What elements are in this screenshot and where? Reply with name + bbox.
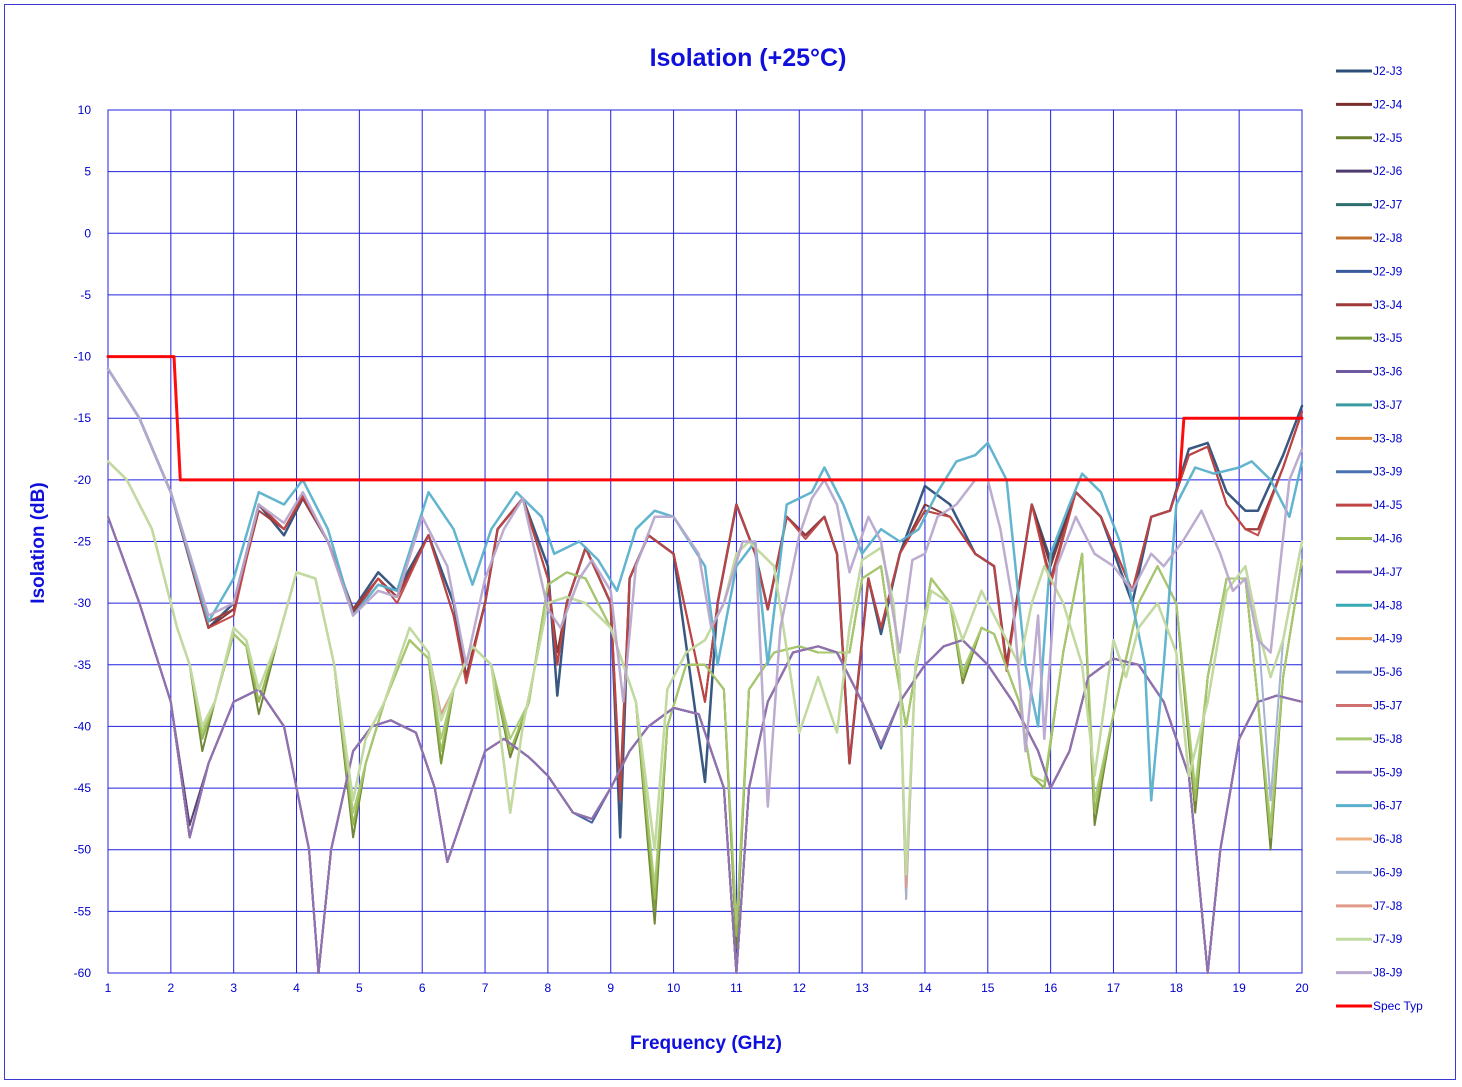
legend-label-j6-j7: J6-J7 xyxy=(1373,799,1403,813)
y-tick-label: -40 xyxy=(74,719,92,733)
x-tick-label: 15 xyxy=(981,981,995,995)
x-tick-label: 11 xyxy=(730,981,743,995)
legend-label-j2-j9: J2-J9 xyxy=(1373,264,1403,278)
y-tick-label: -50 xyxy=(74,843,92,857)
series-line-j6-j7 xyxy=(106,367,1304,802)
y-tick-label: -45 xyxy=(74,781,92,795)
y-tick-label: -55 xyxy=(74,904,92,918)
y-tick-label: -60 xyxy=(74,966,92,980)
series-line-j5-j9 xyxy=(107,515,1303,974)
x-tick-label: 4 xyxy=(293,981,300,995)
x-tick-label: 14 xyxy=(918,981,932,995)
y-tick-label: -5 xyxy=(80,288,91,302)
y-tick-label: -20 xyxy=(74,473,92,487)
x-tick-label: 9 xyxy=(607,981,614,995)
legend-label-j2-j4: J2-J4 xyxy=(1373,97,1403,111)
legend-label-j2-j7: J2-J7 xyxy=(1373,198,1403,212)
legend-label-j3-j8: J3-J8 xyxy=(1373,431,1403,445)
y-tick-label: -30 xyxy=(74,596,92,610)
legend-label-j6-j8: J6-J8 xyxy=(1373,832,1403,846)
legend-label-j4-j6: J4-J6 xyxy=(1373,532,1403,546)
series-line-j4-j5 xyxy=(107,367,1303,802)
legend-label-j7-j8: J7-J8 xyxy=(1373,899,1403,913)
legend-label-j2-j5: J2-J5 xyxy=(1373,131,1403,145)
x-tick-labels: 1 2 3 4 5 6 7 8 9 10 11 12 13 14 15 16 17 18 19 20 xyxy=(105,981,1309,995)
y-tick-label: 0 xyxy=(84,226,91,240)
legend-label-j4-j8: J4-J8 xyxy=(1373,598,1403,612)
series-line-j2-j5 xyxy=(107,460,1303,950)
legend-label-j2-j3: J2-J3 xyxy=(1373,64,1403,78)
legend-label-j2-j6: J2-J6 xyxy=(1373,164,1403,178)
x-tick-label: 2 xyxy=(167,981,174,995)
legend-label-j3-j7: J3-J7 xyxy=(1373,398,1403,412)
x-tick-label: 20 xyxy=(1295,981,1309,995)
x-tick-label: 5 xyxy=(356,981,363,995)
x-tick-label: 8 xyxy=(545,981,552,995)
legend-label-j5-j6: J5-J6 xyxy=(1373,665,1403,679)
y-tick-labels: 10 5 0 -5 -10 -15 -20 -25 -30 -35 -40 -45 -50 -55 -60 xyxy=(74,103,92,980)
legend-label-j3-j6: J3-J6 xyxy=(1373,365,1403,379)
series-line-j7-j9 xyxy=(106,460,1304,876)
legend-label-j8-j9: J8-J9 xyxy=(1373,966,1403,980)
y-tick-label: -35 xyxy=(74,658,92,672)
legend-label-j3-j9: J3-J9 xyxy=(1373,465,1403,479)
x-tick-label: 19 xyxy=(1232,981,1246,995)
y-tick-label: -25 xyxy=(74,535,92,549)
legend-label-j3-j4: J3-J4 xyxy=(1373,298,1403,312)
chart-title: Isolation (+25°C) xyxy=(650,44,847,72)
x-tick-label: 17 xyxy=(1107,981,1121,995)
grid xyxy=(107,109,1303,974)
y-axis-label: Isolation (dB) xyxy=(28,482,49,603)
x-tick-label: 10 xyxy=(667,981,681,995)
x-tick-label: 18 xyxy=(1170,981,1184,995)
series-lines xyxy=(106,355,1304,974)
x-tick-label: 3 xyxy=(230,981,237,995)
legend-label-j4-j9: J4-J9 xyxy=(1373,632,1403,646)
legend-label-j6-j9: J6-J9 xyxy=(1373,865,1403,879)
x-axis-label: Frequency (GHz) xyxy=(630,1033,782,1054)
legend-label-spec-typ: Spec Typ xyxy=(1373,999,1423,1013)
y-tick-label: 10 xyxy=(78,103,92,117)
y-tick-label: -10 xyxy=(74,350,92,364)
legend-label-j4-j7: J4-J7 xyxy=(1373,565,1403,579)
series-line-j8-j9 xyxy=(106,367,1304,808)
x-tick-label: 1 xyxy=(105,981,112,995)
x-tick-label: 16 xyxy=(1044,981,1058,995)
legend-label-j4-j5: J4-J5 xyxy=(1373,498,1403,512)
y-tick-label: 5 xyxy=(84,165,91,179)
legend-label-j5-j8: J5-J8 xyxy=(1373,732,1403,746)
legend-label-j3-j5: J3-J5 xyxy=(1373,331,1403,345)
x-tick-label: 6 xyxy=(419,981,426,995)
x-tick-label: 13 xyxy=(855,981,869,995)
x-tick-label: 7 xyxy=(482,981,489,995)
y-tick-label: -15 xyxy=(74,411,92,425)
legend-label-j2-j8: J2-J8 xyxy=(1373,231,1403,245)
legend: J2-J3 J2-J4 J2-J5 J2-J6 J2-J7 J2-J8 J2-J9 J3-J4… xyxy=(1336,64,1423,1013)
x-tick-label: 12 xyxy=(793,981,807,995)
legend-label-j7-j9: J7-J9 xyxy=(1373,932,1403,946)
series-line-spec-typ xyxy=(106,355,1304,482)
legend-label-j5-j7: J5-J7 xyxy=(1373,698,1403,712)
legend-label-j5-j9: J5-J9 xyxy=(1373,765,1403,779)
